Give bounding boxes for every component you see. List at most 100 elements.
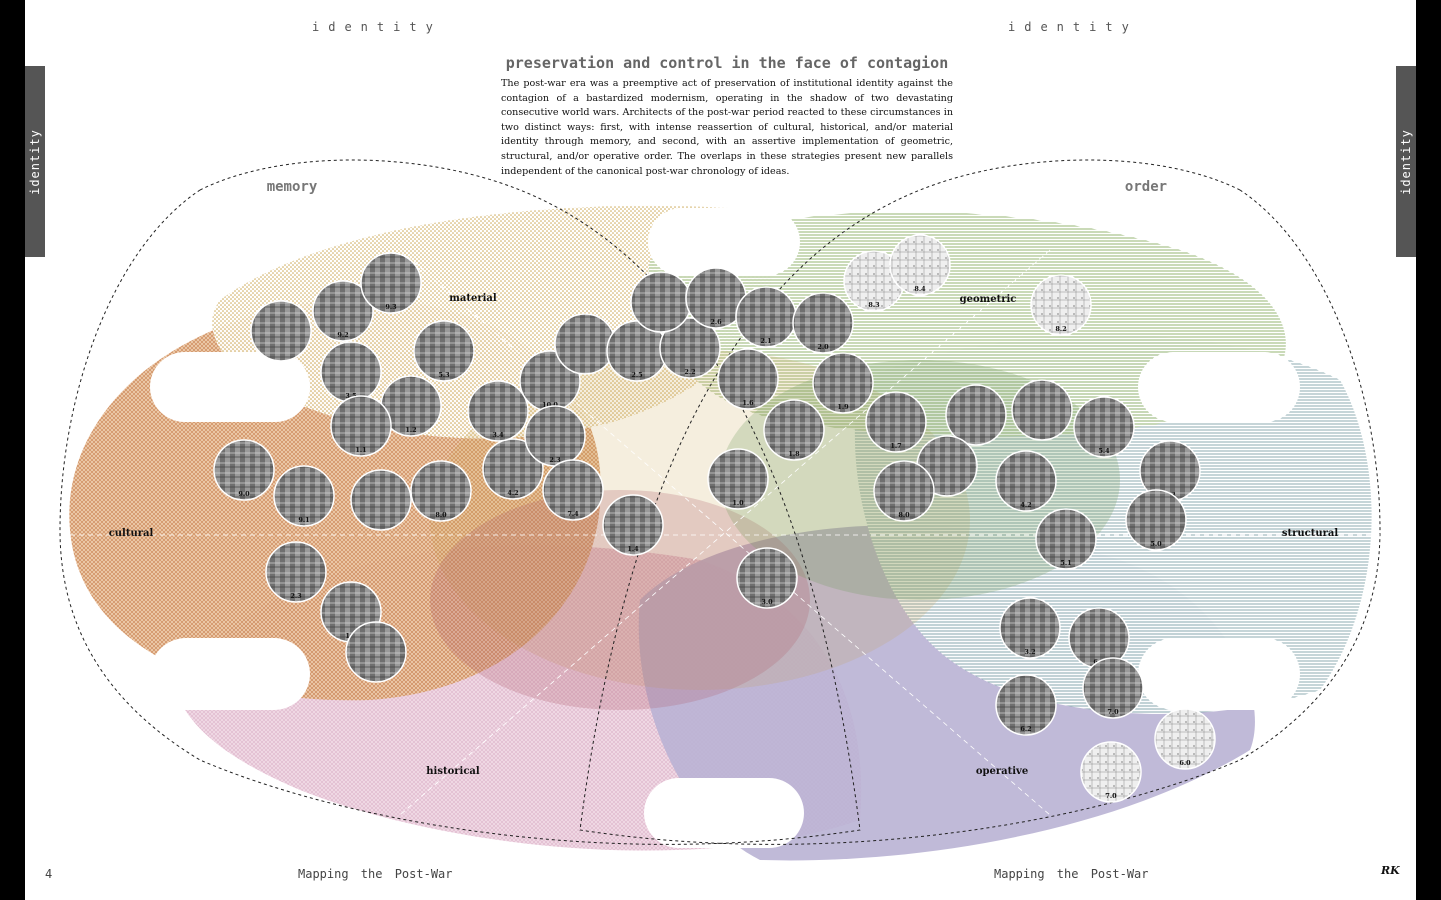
project-node[interactable]: 4.2 [995,450,1057,512]
project-node[interactable]: 4.2 [482,438,544,500]
building-photo-icon [410,460,472,522]
project-node-label: 9.2 [337,331,348,339]
intro-paragraph: The post-war era was a preemptive act of… [501,78,953,177]
project-node-label: 1.4 [627,545,639,553]
project-node[interactable] [945,384,1007,446]
project-node-label: 2.3 [290,592,302,600]
project-node[interactable]: 3.4 [467,380,529,442]
header-right: identity [1008,20,1138,34]
project-node[interactable]: 8.0 [410,460,472,522]
project-node[interactable] [350,469,412,531]
project-node-label: 8.4 [914,285,926,293]
project-node[interactable]: 1.0 [707,448,769,510]
site-plan-icon [1030,274,1092,336]
building-photo-icon [945,384,1007,446]
project-node[interactable]: 9.2 [312,280,374,342]
building-photo-icon [1082,657,1144,719]
project-node-label: 2.3 [549,456,561,464]
project-node-label: 10.0 [542,401,558,409]
building-photo-icon [330,395,392,457]
blank-bubble [150,638,310,710]
project-node-label: 5.1 [1060,559,1071,567]
project-node-label: 3.5 [345,392,357,400]
project-node[interactable]: 1.9 [812,352,874,414]
project-node[interactable] [250,300,312,362]
building-photo-icon [659,317,721,379]
project-node[interactable]: 3.2 [999,597,1061,659]
project-node-label: 2.5 [631,371,643,379]
project-node[interactable]: 8.4 [889,234,951,296]
footer-page-number: 4 [45,867,53,881]
set-outline-order [579,159,1381,845]
project-node[interactable]: 2.0 [792,292,854,354]
building-photo-icon [1035,508,1097,570]
header-left: identity [312,20,442,34]
project-node[interactable]: 5.4 [1073,396,1135,458]
field-overlap-core-red [430,490,810,710]
set-label-memory: memory [267,179,318,195]
project-node[interactable] [1011,379,1073,441]
blank-bubble [644,778,804,848]
project-node[interactable]: 1.6 [717,348,779,410]
project-node[interactable]: 1.7 [865,391,927,453]
project-node[interactable]: 6.0 [1154,708,1216,770]
building-photo-icon [265,541,327,603]
side-tab-left[interactable]: identity [25,66,45,257]
side-tab-right[interactable]: identity [1396,66,1416,257]
project-node-label: 1.9 [837,403,849,411]
set-label-order: order [1125,179,1167,195]
project-node[interactable]: 9.1 [273,465,335,527]
building-photo-icon [630,271,692,333]
project-node-label: 4.2 [507,489,518,497]
axis-label-historical: historical [426,766,480,777]
building-photo-icon [360,252,422,314]
project-node[interactable]: 7.0 [1082,657,1144,719]
project-node[interactable]: 6.2 [995,674,1057,736]
project-node[interactable]: 1.4 [602,494,664,556]
project-node-label: 7.0 [1105,792,1117,800]
project-node-label: 9.1 [298,516,309,524]
building-photo-icon [467,380,529,442]
project-node-label: 1.7 [890,442,901,450]
project-node[interactable]: 3.0 [736,547,798,609]
set-outline-memory [59,159,861,845]
project-node-label: 3.0 [761,598,773,606]
building-photo-icon [345,621,407,683]
project-node-label: 1.0 [732,499,744,507]
project-node[interactable]: 3.5 [320,341,382,403]
rk-logo: RK [1381,864,1400,877]
project-node[interactable]: 1.1 [330,395,392,457]
project-node-label: 9.0 [238,490,250,498]
project-node[interactable]: 9.3 [360,252,422,314]
project-node[interactable] [345,621,407,683]
footer-right-title: Mapping the Post-War [994,867,1149,881]
building-photo-icon [792,292,854,354]
building-photo-icon [873,460,935,522]
project-node[interactable]: 2.1 [735,286,797,348]
project-node[interactable]: 7.4 [542,459,604,521]
building-photo-icon [995,450,1057,512]
project-node[interactable]: 9.0 [213,439,275,501]
axis-label-operative: operative [976,766,1028,777]
building-photo-icon [995,674,1057,736]
project-node[interactable]: 1.8 [763,399,825,461]
project-node[interactable]: 5.1 [1035,508,1097,570]
building-photo-icon [554,313,616,375]
project-node[interactable]: 5.3 [413,320,475,382]
project-node[interactable]: 5.0 [1125,489,1187,551]
project-node-label: 9.3 [385,303,397,311]
project-node[interactable]: 7.0 [1080,741,1142,803]
building-photo-icon [999,597,1061,659]
project-node[interactable]: 2.3 [524,405,586,467]
project-node-label: 8.2 [1055,325,1066,333]
project-node[interactable]: 2.3 [265,541,327,603]
project-node[interactable] [630,271,692,333]
project-node[interactable]: 2.2 [659,317,721,379]
project-node-label: 3.4 [492,431,504,439]
project-node[interactable] [554,313,616,375]
building-photo-icon [717,348,779,410]
project-node[interactable]: 8.0 [873,460,935,522]
building-photo-icon [542,459,604,521]
building-photo-icon [865,391,927,453]
project-node[interactable]: 8.2 [1030,274,1092,336]
